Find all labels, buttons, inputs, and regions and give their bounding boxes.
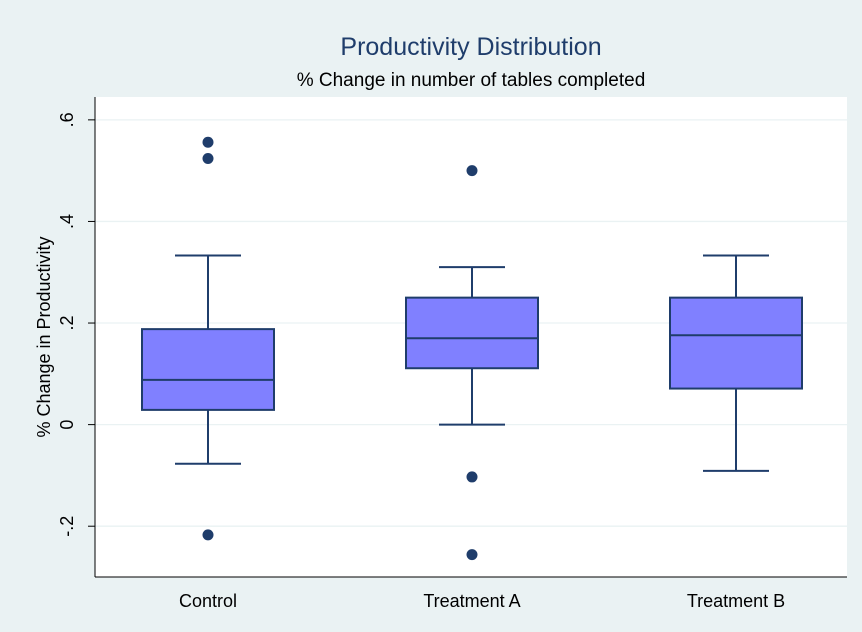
boxes bbox=[141, 254, 803, 472]
y-tick-label: 0 bbox=[57, 420, 77, 430]
outlier-point bbox=[202, 136, 214, 148]
outlier-point bbox=[202, 529, 214, 541]
box-group-treatment-a bbox=[405, 266, 539, 426]
outlier-point bbox=[202, 152, 214, 164]
outlier-point bbox=[466, 471, 478, 483]
box bbox=[141, 328, 275, 411]
x-category-label: Treatment B bbox=[687, 591, 785, 611]
box bbox=[669, 296, 803, 390]
outlier-point bbox=[466, 165, 478, 177]
y-axis-label: % Change in Productivity bbox=[34, 236, 54, 437]
y-tick-label: .2 bbox=[57, 316, 77, 331]
y-tick-label: .4 bbox=[57, 214, 77, 229]
y-tick-label: .6 bbox=[57, 112, 77, 127]
box-group-control bbox=[141, 254, 275, 465]
chart-subtitle: % Change in number of tables completed bbox=[297, 70, 646, 91]
x-category-label: Control bbox=[179, 591, 237, 611]
y-tick-label: -.2 bbox=[57, 516, 77, 537]
x-category-label: Treatment A bbox=[423, 591, 520, 611]
outliers bbox=[202, 136, 478, 561]
axes: -.2 0 .2 .4 .6 Control Treatment A Treatment B bbox=[57, 97, 847, 611]
box bbox=[405, 296, 539, 370]
box-group-treatment-b bbox=[669, 254, 803, 472]
outlier-point bbox=[466, 549, 478, 561]
chart-title: Productivity Distribution bbox=[340, 33, 601, 61]
